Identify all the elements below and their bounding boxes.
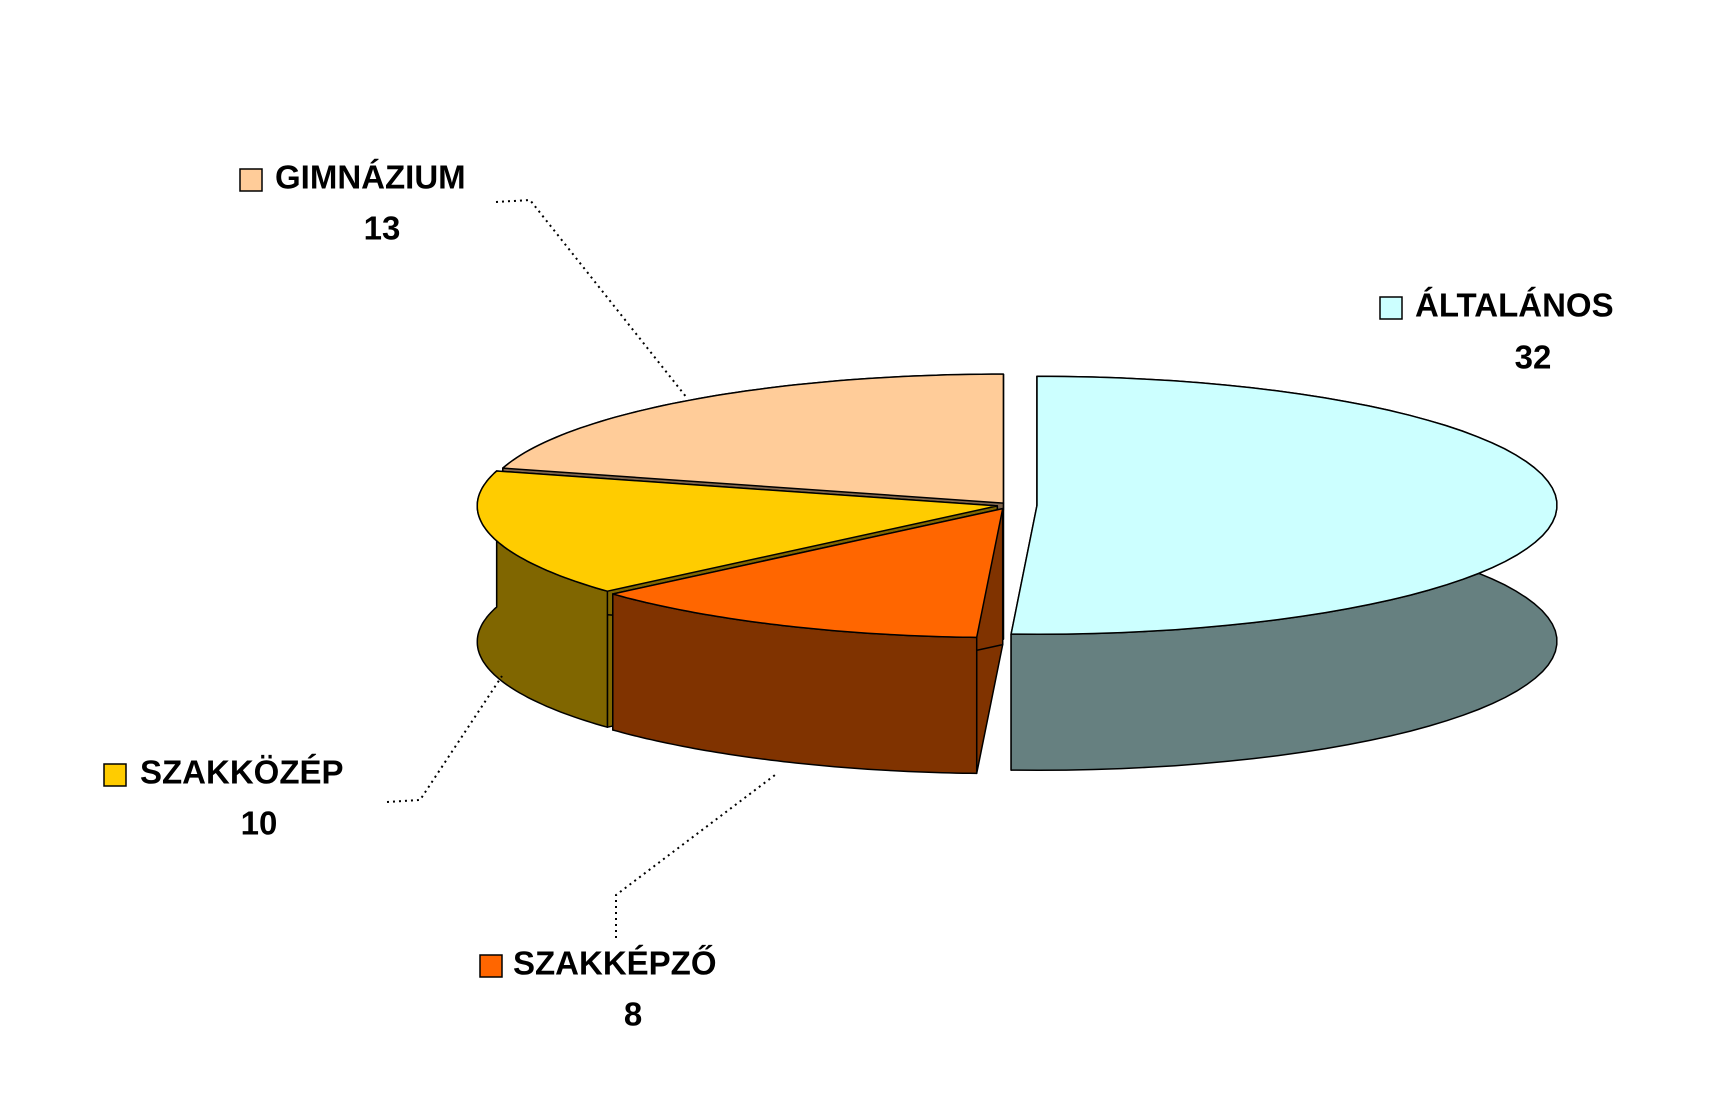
slice-label: SZAKKÉPZŐ <box>513 945 717 982</box>
legend-swatch <box>480 955 502 977</box>
slice-label: GIMNÁZIUM <box>275 159 466 196</box>
slice-value: 10 <box>241 805 278 842</box>
slice-value: 8 <box>624 996 642 1033</box>
slice <box>1011 376 1557 770</box>
slice-label: ÁLTALÁNOS <box>1415 287 1614 324</box>
chart: ÁLTALÁNOS 32 SZAKKÉPZŐ 8 SZAKKÖZÉP 10 GIMNÁZIU… <box>0 0 1711 1114</box>
slice-label: SZAKKÖZÉP <box>140 754 344 791</box>
legend-swatch <box>104 764 126 786</box>
slice-value: 13 <box>364 210 401 247</box>
slice-value: 32 <box>1515 339 1552 376</box>
leader-line <box>616 775 775 938</box>
legend-swatch <box>1380 297 1402 319</box>
leader-line <box>496 200 687 398</box>
leader-line <box>387 676 502 802</box>
legend-swatch <box>240 169 262 191</box>
